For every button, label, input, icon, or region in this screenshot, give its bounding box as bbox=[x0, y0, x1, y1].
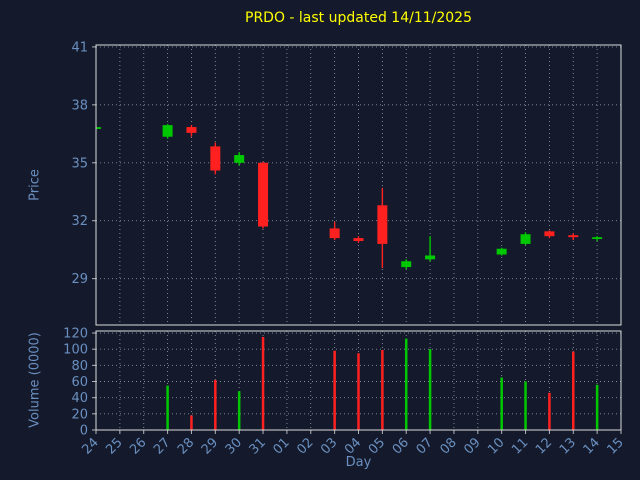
svg-text:20: 20 bbox=[71, 407, 88, 422]
day-axis-label: Day bbox=[345, 455, 372, 470]
price-axis-label: Price bbox=[27, 169, 43, 201]
svg-text:35: 35 bbox=[71, 156, 88, 171]
svg-text:0: 0 bbox=[80, 424, 88, 439]
chart-title: PRDO - last updated 14/11/2025 bbox=[245, 10, 472, 26]
svg-text:40: 40 bbox=[71, 391, 88, 406]
svg-text:32: 32 bbox=[71, 214, 88, 229]
svg-text:38: 38 bbox=[71, 98, 88, 113]
candles bbox=[96, 124, 603, 269]
svg-text:41: 41 bbox=[71, 40, 88, 55]
volume-bars bbox=[166, 337, 599, 430]
tick-marks bbox=[92, 46, 622, 434]
svg-text:80: 80 bbox=[71, 359, 88, 374]
svg-text:60: 60 bbox=[71, 375, 88, 390]
volume-axis-label: Volume (0000) bbox=[27, 332, 43, 428]
svg-text:100: 100 bbox=[63, 343, 88, 358]
svg-text:29: 29 bbox=[71, 272, 88, 287]
svg-text:120: 120 bbox=[63, 327, 88, 342]
